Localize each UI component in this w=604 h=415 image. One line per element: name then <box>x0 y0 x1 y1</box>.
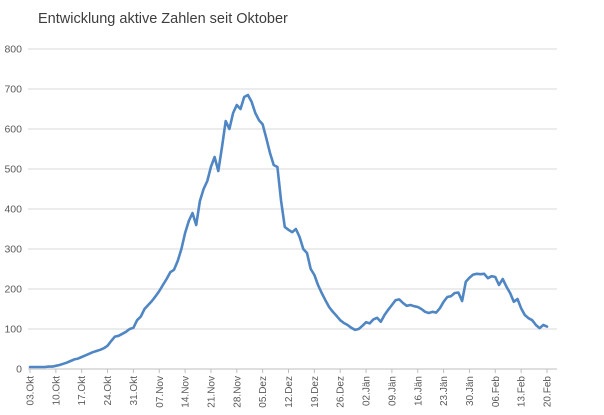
x-axis-label: 20.Feb <box>543 376 554 408</box>
x-axis-label: 03.Okt <box>26 376 37 406</box>
x-axis-label: 14.Nov <box>181 376 192 408</box>
x-axis-label: 09.Jän <box>387 376 398 406</box>
x-axis-label: 30.Jän <box>465 376 476 406</box>
data-series <box>28 93 549 369</box>
x-axis-label: 06.Feb <box>491 376 502 408</box>
x-axis: 03.Okt 10.Okt 17.Okt 24.Okt 31.Okt 07.Nov 14.N… <box>26 369 554 408</box>
y-axis-label: 100 <box>4 324 22 336</box>
x-axis-label: 19.Dez <box>310 376 321 408</box>
gridlines <box>28 48 557 370</box>
y-axis-label: 700 <box>4 84 22 96</box>
y-axis-label: 0 <box>16 364 22 376</box>
data-line <box>28 93 549 369</box>
y-axis-label: 400 <box>4 204 22 216</box>
y-axis-label: 200 <box>4 284 22 296</box>
x-axis-label: 26.Dez <box>336 376 347 408</box>
x-axis-label: 13.Feb <box>517 376 528 408</box>
x-axis-label: 28.Nov <box>232 376 243 408</box>
x-axis-label: 21.Nov <box>206 376 217 408</box>
y-axis-label: 600 <box>4 124 22 136</box>
y-axis-label: 500 <box>4 164 22 176</box>
x-axis-label: 05.Dez <box>258 376 269 408</box>
x-axis-label: 16.Jän <box>413 376 424 406</box>
x-axis-label: 23.Jän <box>439 376 450 406</box>
x-axis-label: 07.Nov <box>155 376 166 408</box>
x-axis-label: 10.Okt <box>51 376 62 406</box>
y-axis: 0 100 200 300 400 500 600 700 800 <box>4 44 22 376</box>
x-axis-label: 12.Dez <box>284 376 295 408</box>
y-axis-label: 800 <box>4 44 22 56</box>
x-axis-label: 31.Okt <box>129 376 140 406</box>
x-axis-label: 17.Okt <box>77 376 88 406</box>
x-axis-label: 24.Okt <box>103 376 114 406</box>
y-axis-label: 300 <box>4 244 22 256</box>
chart-title: Entwicklung aktive Zahlen seit Oktober <box>38 11 288 27</box>
x-axis-label: 02.Jän <box>362 376 373 406</box>
